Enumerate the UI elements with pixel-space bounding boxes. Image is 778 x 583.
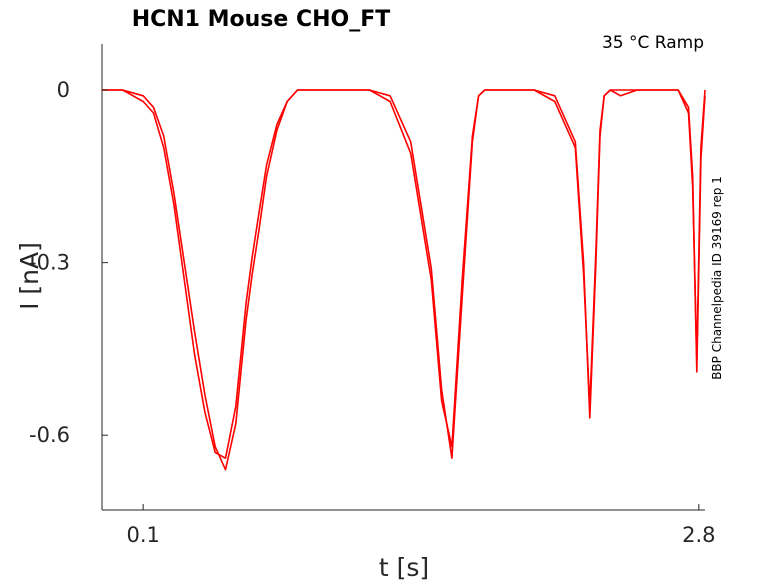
y-tick-label: -0.6 <box>29 423 70 447</box>
y-axis-label: I [nA] <box>15 242 44 310</box>
y-tick-label: 0 <box>57 78 70 102</box>
axes <box>101 44 705 511</box>
current-trace-2 <box>102 89 706 459</box>
chart-title: HCN1 Mouse CHO_FT <box>132 7 391 32</box>
temperature-protocol-annotation: 35 °C Ramp <box>602 33 704 53</box>
x-tick-label: 2.8 <box>682 523 715 547</box>
y-tick-label: -0.3 <box>29 251 70 275</box>
tick-labels: 0.1 2.8 0 -0.3 -0.6 <box>29 78 716 547</box>
x-axis-label: t [s] <box>379 553 429 582</box>
x-tick-label: 0.1 <box>126 523 159 547</box>
channelpedia-id-label: BBP Channelpedia ID 39169 rep 1 <box>710 176 724 380</box>
current-trace-1 <box>102 89 706 471</box>
series-group <box>102 89 706 471</box>
